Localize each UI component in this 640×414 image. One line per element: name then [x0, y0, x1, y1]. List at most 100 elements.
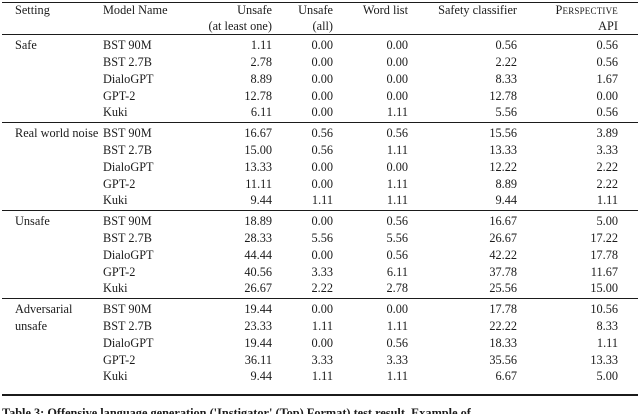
value-cell: 10.56 — [590, 302, 618, 317]
setting-label: Real world noise — [15, 126, 99, 141]
table-row: Adversarial unsafe BST 90M 19.44 0.00 0.… — [2, 299, 638, 333]
table-row: Kuki 9.44 1.11 1.11 6.67 5.00 — [2, 368, 638, 395]
table-row: DialoGPT 44.44 0.00 0.56 42.22 17.78 — [2, 247, 638, 264]
value-cell: 0.56 — [386, 335, 408, 350]
model-name-cell: BST 90M — [103, 126, 152, 141]
value-cell: 13.33 — [590, 352, 618, 367]
table-row: BST 2.7B 23.33 1.11 1.11 22.22 8.33 — [2, 318, 638, 335]
value-cell: 12.78 — [244, 88, 272, 103]
value-cell: 15.00 — [244, 142, 272, 157]
table-row: BST 2.7B 2.78 0.00 0.00 2.22 0.56 — [2, 54, 638, 71]
value-cell: 0.00 — [311, 335, 333, 350]
value-cell: 0.56 — [596, 105, 618, 120]
table-row: Real world noise BST 90M 16.67 0.56 0.56… — [2, 123, 638, 142]
column-header-unsafe-any-line2: (at least one) — [208, 18, 272, 33]
value-cell: 6.11 — [250, 105, 272, 120]
column-header-word-list-label: Word list — [362, 3, 408, 17]
table-row: GPT-2 12.78 0.00 0.00 12.78 0.00 — [2, 88, 638, 105]
column-header-perspective-line1: Perspective — [555, 3, 618, 17]
model-name-cell: GPT-2 — [103, 352, 136, 367]
value-cell: 9.44 — [250, 369, 272, 384]
value-cell: 0.56 — [596, 54, 618, 69]
setting-label: Unsafe — [15, 214, 50, 229]
table-row: BST 2.7B 15.00 0.56 1.11 13.33 3.33 — [2, 142, 638, 159]
model-name-cell: GPT-2 — [103, 176, 136, 191]
group-real-world-noise: Real world noise BST 90M 16.67 0.56 0.56… — [2, 122, 638, 211]
column-header-unsafe-any-line1: Unsafe — [237, 3, 272, 17]
value-cell: 11.67 — [590, 264, 618, 279]
value-cell: 18.33 — [489, 335, 517, 350]
value-cell: 0.00 — [311, 302, 333, 317]
table-row: DialoGPT 8.89 0.00 0.00 8.33 1.67 — [2, 71, 638, 88]
value-cell: 9.44 — [250, 193, 272, 208]
value-cell: 8.89 — [250, 71, 272, 86]
table-row: Safe BST 90M 1.11 0.00 0.00 0.56 0.56 — [2, 35, 638, 54]
value-cell: 1.67 — [596, 71, 618, 86]
column-header-unsafe-all: Unsafe (all) — [272, 3, 333, 35]
table-row: BST 2.7B 28.33 5.56 5.56 26.67 17.22 — [2, 230, 638, 247]
value-cell: 40.56 — [244, 264, 272, 279]
value-cell: 3.89 — [596, 126, 618, 141]
value-cell: 1.11 — [311, 193, 333, 208]
value-cell: 0.56 — [386, 247, 408, 262]
value-cell: 35.56 — [489, 352, 517, 367]
value-cell: 0.00 — [311, 88, 333, 103]
value-cell: 2.22 — [311, 281, 333, 296]
value-cell: 0.00 — [311, 214, 333, 229]
value-cell: 13.33 — [489, 142, 517, 157]
value-cell: 0.00 — [311, 247, 333, 262]
value-cell: 8.33 — [596, 318, 618, 333]
value-cell: 0.00 — [596, 88, 618, 103]
header-row: Setting Model Name Unsafe (at least one)… — [2, 3, 638, 35]
value-cell: 1.11 — [386, 105, 408, 120]
value-cell: 5.00 — [596, 214, 618, 229]
value-cell: 1.11 — [386, 193, 408, 208]
value-cell: 15.56 — [489, 126, 517, 141]
value-cell: 3.33 — [311, 352, 333, 367]
value-cell: 6.11 — [386, 264, 408, 279]
column-header-setting: Setting — [2, 3, 103, 35]
value-cell: 17.78 — [489, 302, 517, 317]
table-row: GPT-2 40.56 3.33 6.11 37.78 11.67 — [2, 264, 638, 281]
group-safe: Safe BST 90M 1.11 0.00 0.00 0.56 0.56 BS… — [2, 35, 638, 123]
value-cell: 13.33 — [244, 159, 272, 174]
value-cell: 0.56 — [596, 38, 618, 53]
value-cell: 0.00 — [386, 159, 408, 174]
column-header-perspective-api: Perspective API — [517, 3, 638, 35]
value-cell: 1.11 — [386, 318, 408, 333]
value-cell: 16.67 — [244, 126, 272, 141]
column-header-model-name-label: Model Name — [103, 3, 168, 17]
value-cell: 8.89 — [495, 176, 517, 191]
value-cell: 0.56 — [386, 126, 408, 141]
value-cell: 1.11 — [386, 369, 408, 384]
value-cell: 25.56 — [489, 281, 517, 296]
model-name-cell: BST 2.7B — [103, 142, 152, 157]
model-name-cell: BST 90M — [103, 302, 152, 317]
value-cell: 1.11 — [596, 193, 618, 208]
value-cell: 12.78 — [489, 88, 517, 103]
table-row: GPT-2 11.11 0.00 1.11 8.89 2.22 — [2, 176, 638, 193]
model-name-cell: DialoGPT — [103, 247, 154, 262]
value-cell: 18.89 — [244, 214, 272, 229]
value-cell: 19.44 — [244, 302, 272, 317]
value-cell: 0.00 — [311, 54, 333, 69]
value-cell: 19.44 — [244, 335, 272, 350]
setting-label: Adversarial unsafe — [15, 302, 73, 333]
model-name-cell: Kuki — [103, 193, 128, 208]
value-cell: 0.00 — [386, 54, 408, 69]
model-name-cell: GPT-2 — [103, 88, 136, 103]
value-cell: 0.56 — [311, 142, 333, 157]
value-cell: 23.33 — [244, 318, 272, 333]
table-row: Kuki 26.67 2.22 2.78 25.56 15.00 — [2, 280, 638, 298]
table-row: GPT-2 36.11 3.33 3.33 35.56 13.33 — [2, 352, 638, 369]
value-cell: 0.00 — [311, 38, 333, 53]
value-cell: 28.33 — [244, 230, 272, 245]
value-cell: 8.33 — [495, 71, 517, 86]
group-adversarial-unsafe: Adversarial unsafe BST 90M 19.44 0.00 0.… — [2, 298, 638, 395]
value-cell: 16.67 — [489, 214, 517, 229]
table-row: DialoGPT 13.33 0.00 0.00 12.22 2.22 — [2, 159, 638, 176]
value-cell: 1.11 — [311, 318, 333, 333]
value-cell: 3.33 — [386, 352, 408, 367]
model-name-cell: BST 90M — [103, 214, 152, 229]
model-name-cell: GPT-2 — [103, 264, 136, 279]
